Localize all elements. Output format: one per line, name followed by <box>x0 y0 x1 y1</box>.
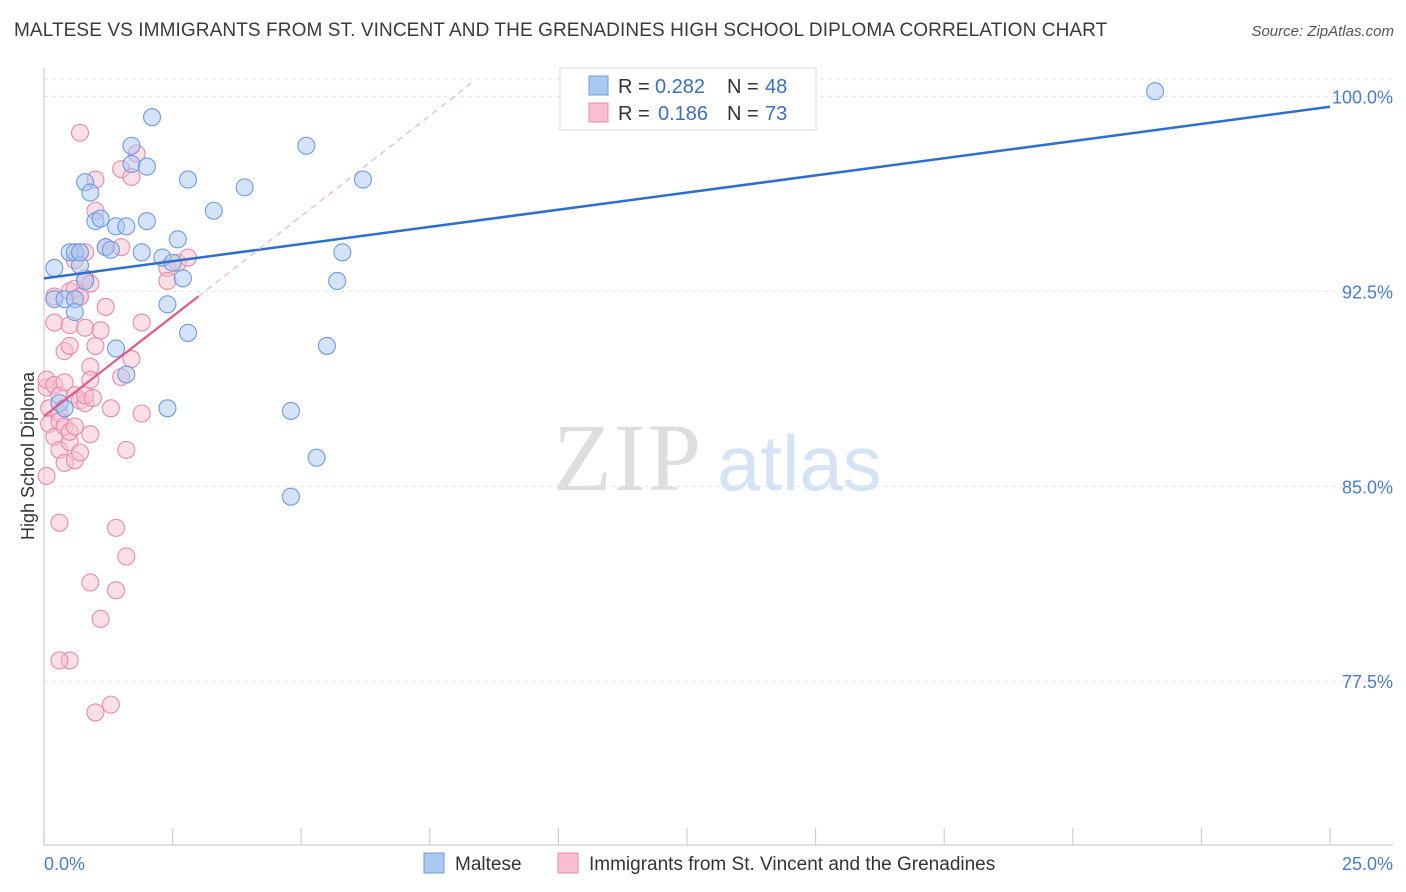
maltese-point-23 <box>122 136 141 155</box>
immigrants-point-45 <box>83 388 102 407</box>
chart-source: Source: ZipAtlas.com <box>1251 23 1394 40</box>
legend-n-label-1: N = <box>727 76 759 98</box>
maltese-point-27 <box>142 108 162 127</box>
immigrants-point-69 <box>158 271 177 290</box>
trend-line-immigrants <box>43 295 199 417</box>
maltese-point-40 <box>297 136 316 155</box>
immigrants-point-33 <box>70 123 90 142</box>
watermark-atlas: atlas <box>717 419 882 507</box>
maltese-point-36 <box>204 201 223 220</box>
trend-lines <box>43 82 1331 417</box>
maltese-point-47 <box>1146 82 1165 101</box>
immigrants-point-56 <box>106 518 126 537</box>
gridlines <box>44 78 1393 682</box>
bottom-legend-label-maltese: Maltese <box>455 854 522 875</box>
immigrants-point-47 <box>86 336 105 355</box>
trend-line-maltese <box>43 105 1331 280</box>
maltese-point-38 <box>281 487 300 506</box>
legend-swatch-maltese <box>588 75 609 96</box>
bottom-legend-swatch-immigrants <box>557 852 579 874</box>
immigrants-point-46 <box>86 703 105 722</box>
maltese-point-33 <box>173 269 192 288</box>
trend-line-immigrants-extension <box>197 82 472 298</box>
y-axis-tick-labels: 100.0% 92.5% 85.0% 77.5% <box>1332 87 1393 692</box>
maltese-point-41 <box>307 448 326 467</box>
maltese-point-18 <box>106 339 126 358</box>
maltese-point-20 <box>117 365 136 384</box>
y-tick-label-0: 100.0% <box>1332 87 1393 107</box>
immigrants-point-41 <box>81 425 100 444</box>
watermark-zip: ZIP <box>553 404 703 511</box>
maltese-point-32 <box>168 230 187 249</box>
immigrants-point-22 <box>60 336 79 355</box>
stats-legend: R = 0.282 N = 48 R = 0.186 N = 73 <box>559 67 817 131</box>
maltese-point-30 <box>158 399 177 418</box>
y-tick-label-3: 77.5% <box>1342 672 1393 692</box>
maltese-point-43 <box>328 271 347 290</box>
immigrants-point-14 <box>55 373 74 392</box>
immigrants-point-44 <box>81 573 100 592</box>
legend-n-value-1: 48 <box>765 76 787 98</box>
legend-n-value-2: 73 <box>765 103 787 125</box>
maltese-point-37 <box>235 178 254 197</box>
legend-n-label-2: N = <box>727 103 759 125</box>
x-tick-label-max: 25.0% <box>1342 854 1393 874</box>
maltese-point-13 <box>81 183 100 202</box>
y-axis-title: High School Diploma <box>18 371 38 540</box>
series-legend: Maltese Immigrants from St. Vincent and … <box>423 852 995 875</box>
y-tick-label-1: 92.5% <box>1342 282 1393 302</box>
maltese-point-21 <box>117 217 136 236</box>
x-tick-label-min: 0.0% <box>44 854 85 874</box>
series-blue-points <box>45 82 1165 506</box>
immigrants-point-66 <box>132 313 151 332</box>
immigrants-point-62 <box>117 440 136 459</box>
immigrants-point-32 <box>70 443 90 462</box>
legend-swatch-svg-immigrants <box>588 102 609 123</box>
maltese-point-44 <box>333 243 352 262</box>
maltese-point-34 <box>178 170 198 189</box>
y-tick-label-2: 85.0% <box>1342 477 1393 497</box>
immigrants-point-72 <box>50 651 69 670</box>
legend-r-label-1: R = <box>618 76 650 98</box>
immigrants-point-35 <box>76 318 95 337</box>
maltese-point-25 <box>137 157 156 176</box>
series-pink-points <box>37 123 198 722</box>
legend-r-value-2: 0.186 <box>658 103 708 125</box>
maltese-point-0 <box>45 258 64 277</box>
maltese-point-35 <box>178 323 198 342</box>
immigrants-point-11 <box>50 513 69 532</box>
immigrants-point-55 <box>101 399 120 418</box>
immigrants-point-7 <box>45 313 64 332</box>
bottom-legend-swatch-maltese <box>423 852 445 874</box>
immigrants-point-25 <box>65 417 84 436</box>
maltese-point-8 <box>65 303 84 322</box>
maltese-point-45 <box>353 170 372 189</box>
maltese-point-17 <box>101 240 120 259</box>
legend-r-value-1: 0.282 <box>655 76 705 98</box>
maltese-point-24 <box>132 243 151 262</box>
immigrants-point-61 <box>117 547 136 566</box>
immigrants-point-52 <box>96 297 115 316</box>
immigrants-point-50 <box>91 321 110 340</box>
immigrants-point-57 <box>106 581 126 600</box>
immigrants-point-67 <box>132 404 151 423</box>
maltese-point-11 <box>76 271 95 290</box>
maltese-point-39 <box>281 401 300 420</box>
maltese-point-29 <box>158 295 177 314</box>
maltese-point-26 <box>137 212 156 231</box>
maltese-point-22 <box>122 154 141 174</box>
x-axis-ticks <box>43 828 1331 845</box>
legend-r-label-2: R = <box>618 103 650 125</box>
chart-title: MALTESE VS IMMIGRANTS FROM ST. VINCENT A… <box>14 20 1108 41</box>
maltese-point-42 <box>317 336 336 355</box>
maltese-point-3 <box>55 399 74 418</box>
immigrants-point-0 <box>37 466 56 485</box>
maltese-point-10 <box>70 243 90 262</box>
maltese-point-15 <box>91 209 110 228</box>
immigrants-point-54 <box>101 695 120 714</box>
bottom-legend-label-immigrants: Immigrants from St. Vincent and the Gren… <box>589 854 995 875</box>
immigrants-point-51 <box>91 609 110 628</box>
